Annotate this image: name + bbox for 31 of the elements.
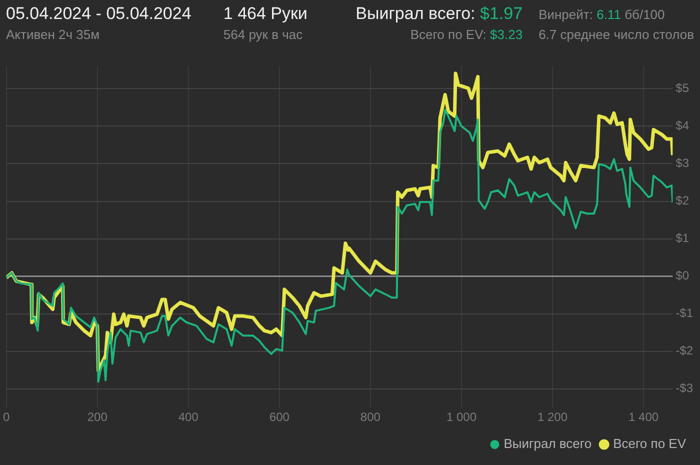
y-tick-label: -$3 bbox=[676, 381, 694, 396]
text: Выиграл всего: bbox=[356, 4, 476, 23]
y-tick-label: $2 bbox=[676, 194, 690, 208]
x-tick-label: 1 200 bbox=[537, 410, 568, 424]
text: бб/100 bbox=[624, 7, 665, 22]
y-tick-label: $3 bbox=[676, 156, 690, 170]
text: $1.97 bbox=[480, 4, 523, 23]
x-tick-label: 600 bbox=[269, 410, 290, 424]
x-tick-label: 400 bbox=[178, 410, 199, 424]
legend-label: Всего по EV bbox=[613, 436, 686, 452]
text: Винрейт: bbox=[538, 7, 593, 22]
y-tick-label: $4 bbox=[676, 118, 690, 133]
text: 6.11 bbox=[596, 7, 621, 22]
y-tick-label: $5 bbox=[676, 81, 690, 96]
text: 6.7 среднее число столов bbox=[538, 27, 694, 42]
x-tick-label: 200 bbox=[87, 410, 108, 424]
x-tick-label: 800 bbox=[360, 410, 381, 424]
text: 564 рук в час bbox=[223, 27, 304, 42]
x-tick-label: 1 400 bbox=[628, 410, 659, 424]
y-tick-label: $0 bbox=[676, 268, 690, 283]
text: 1 464 Руки bbox=[223, 4, 308, 24]
legend-label: Выиграл всего bbox=[504, 436, 592, 452]
y-tick-label: $1 bbox=[676, 231, 690, 246]
x-tick-label: 0 bbox=[2, 410, 10, 424]
text: $3.23 bbox=[490, 27, 523, 42]
chart-subtitle: Активен 2ч 35м bbox=[6, 27, 101, 42]
chart-title: 05.04.2024 - 05.04.2024 bbox=[6, 4, 192, 24]
text: Всего по EV: bbox=[410, 27, 486, 42]
y-tick-label: -$2 bbox=[676, 344, 694, 358]
y-tick-label: -$1 bbox=[676, 306, 694, 320]
x-tick-label: 1 000 bbox=[446, 410, 477, 424]
